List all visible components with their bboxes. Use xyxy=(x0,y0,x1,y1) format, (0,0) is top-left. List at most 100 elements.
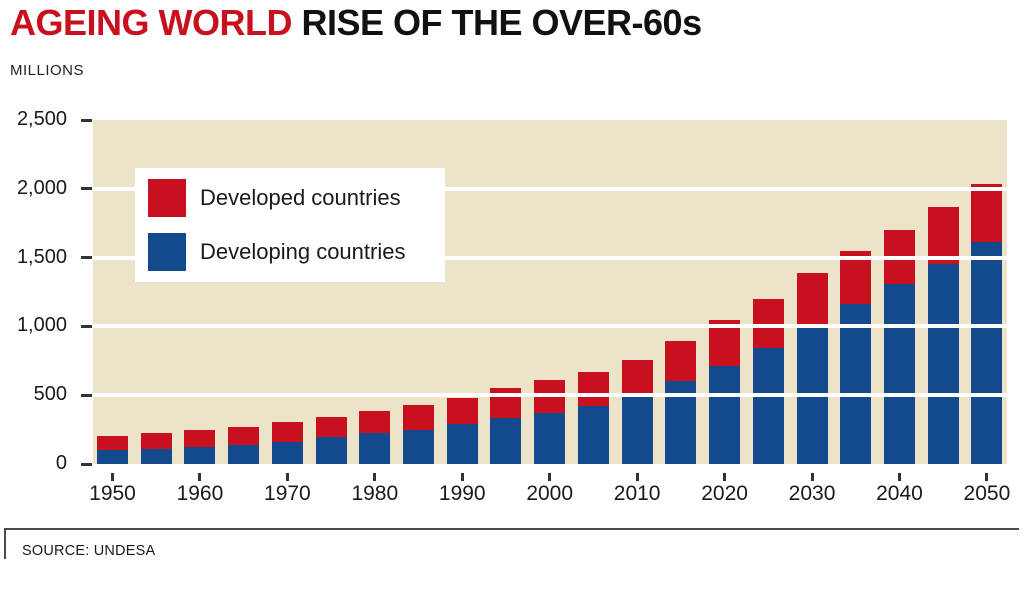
gridline-1500 xyxy=(93,255,1007,260)
y-tick-mark-1000 xyxy=(81,324,92,328)
bar-2000-developing-segment xyxy=(534,412,566,464)
x-tick-label-2000: 2000 xyxy=(526,482,574,505)
bar-1975-developing-segment xyxy=(315,437,347,464)
y-tick-label-1000: 1,000 xyxy=(16,314,67,337)
footer-divider xyxy=(4,528,1019,530)
bar-2035 xyxy=(840,250,872,464)
bar-2030-developed-segment xyxy=(796,273,828,327)
y-tick-mark-500 xyxy=(81,393,92,397)
bar-2010-developing-segment xyxy=(621,396,653,464)
bar-2015-developed-segment xyxy=(665,340,697,382)
x-tick-mark-2040 xyxy=(897,473,901,481)
x-tick-mark-1970 xyxy=(285,473,289,481)
y-tick-mark-0 xyxy=(81,462,92,466)
x-tick-mark-2030 xyxy=(810,473,814,481)
gridline-2000 xyxy=(93,186,1007,191)
x-tick-mark-2050 xyxy=(985,473,989,481)
bar-2010 xyxy=(621,359,653,464)
footer-divider-corner xyxy=(4,528,6,559)
bar-1955 xyxy=(140,433,172,464)
x-tick-label-2020: 2020 xyxy=(701,482,748,505)
x-tick-mark-2000 xyxy=(548,473,552,481)
bar-2025-developed-segment xyxy=(752,299,784,349)
bar-2040 xyxy=(883,229,915,464)
bar-2050-developing-segment xyxy=(971,241,1003,464)
y-tick-mark-2500 xyxy=(81,118,92,122)
bar-1955-developing-segment xyxy=(140,448,172,464)
bar-1975 xyxy=(315,416,347,464)
legend-swatch-developed xyxy=(148,179,186,217)
x-tick-label-2010: 2010 xyxy=(613,482,661,505)
bar-2050 xyxy=(971,183,1003,464)
y-tick-mark-1500 xyxy=(81,256,92,260)
y-tick-label-2500: 2,500 xyxy=(16,108,67,130)
x-tick-label-1980: 1980 xyxy=(351,482,399,505)
bar-1960-developed-segment xyxy=(184,430,216,447)
bar-1960 xyxy=(184,430,216,464)
bar-1965 xyxy=(228,427,260,464)
x-tick-mark-2020 xyxy=(723,473,727,481)
legend-swatch-developing xyxy=(148,233,186,271)
bar-1965-developed-segment xyxy=(228,427,260,446)
source-label: SOURCE: UNDESA xyxy=(22,543,156,559)
bar-1975-developed-segment xyxy=(315,416,347,438)
x-tick-label-1990: 1990 xyxy=(438,482,486,505)
bar-2005-developing-segment xyxy=(577,406,609,464)
bar-2045-developing-segment xyxy=(927,263,959,464)
page-title-black-part: RISE OF THE OVER-60s xyxy=(291,2,702,43)
x-tick-label-2040: 2040 xyxy=(876,482,923,505)
bar-2005 xyxy=(577,371,609,464)
x-tick-mark-1980 xyxy=(373,473,377,481)
plot-area xyxy=(93,120,1007,464)
legend-label-developed: Developed countries xyxy=(200,185,401,210)
bar-2050-developed-segment xyxy=(971,183,1003,242)
bar-2005-developed-segment xyxy=(577,371,609,407)
x-tick-mark-2010 xyxy=(635,473,639,481)
bar-2010-developed-segment xyxy=(621,359,653,397)
bar-2045 xyxy=(927,207,959,464)
bar-1955-developed-segment xyxy=(140,433,172,449)
bar-2020-developing-segment xyxy=(709,366,741,464)
x-tick-label-1970: 1970 xyxy=(264,482,311,505)
x-tick-label-1950: 1950 xyxy=(89,482,136,505)
y-tick-label-2000: 2,000 xyxy=(16,176,67,199)
x-tick-mark-1950 xyxy=(111,473,114,481)
bar-1950 xyxy=(97,435,128,464)
bar-1990 xyxy=(446,398,478,464)
x-tick-label-2030: 2030 xyxy=(788,482,836,505)
page-title-red-part: AGEING WORLD xyxy=(10,2,292,43)
x-tick-mark-1960 xyxy=(198,473,202,481)
bar-1965-developing-segment xyxy=(228,445,260,464)
bar-1995-developing-segment xyxy=(490,418,522,464)
x-tick-label-2050: 2050 xyxy=(963,482,1011,505)
bar-1995 xyxy=(490,388,522,464)
bar-2035-developed-segment xyxy=(840,250,872,305)
gridline-1000 xyxy=(93,324,1007,329)
legend-label-developing: Developing countries xyxy=(200,239,406,264)
bar-1970-developed-segment xyxy=(271,422,303,442)
bar-1985 xyxy=(403,405,435,464)
bar-1950-developing-segment xyxy=(97,450,128,464)
bar-1950-developed-segment xyxy=(97,435,128,451)
bar-2035-developing-segment xyxy=(840,304,872,464)
bar-2040-developing-segment xyxy=(883,283,915,464)
y-tick-label-0: 0 xyxy=(55,452,67,474)
bar-2045-developed-segment xyxy=(927,207,959,264)
legend: Developed countries Developing countries xyxy=(135,168,445,282)
y-tick-label-1500: 1,500 xyxy=(16,245,67,268)
x-tick-label-1960: 1960 xyxy=(176,482,224,505)
bar-1970 xyxy=(271,422,303,464)
y-axis-units-label: MILLIONS xyxy=(10,62,85,79)
page-title: AGEING WORLD RISE OF THE OVER-60s xyxy=(10,2,702,44)
bar-2030 xyxy=(796,273,828,464)
bar-1990-developing-segment xyxy=(446,423,478,464)
bar-2020 xyxy=(709,319,741,464)
bar-1980 xyxy=(359,411,391,464)
bar-1985-developed-segment xyxy=(403,405,435,431)
bar-1985-developing-segment xyxy=(403,430,435,464)
bar-2025-developing-segment xyxy=(752,348,784,464)
bar-2015 xyxy=(665,340,697,464)
bar-1970-developing-segment xyxy=(271,441,303,464)
bar-1990-developed-segment xyxy=(446,398,478,424)
